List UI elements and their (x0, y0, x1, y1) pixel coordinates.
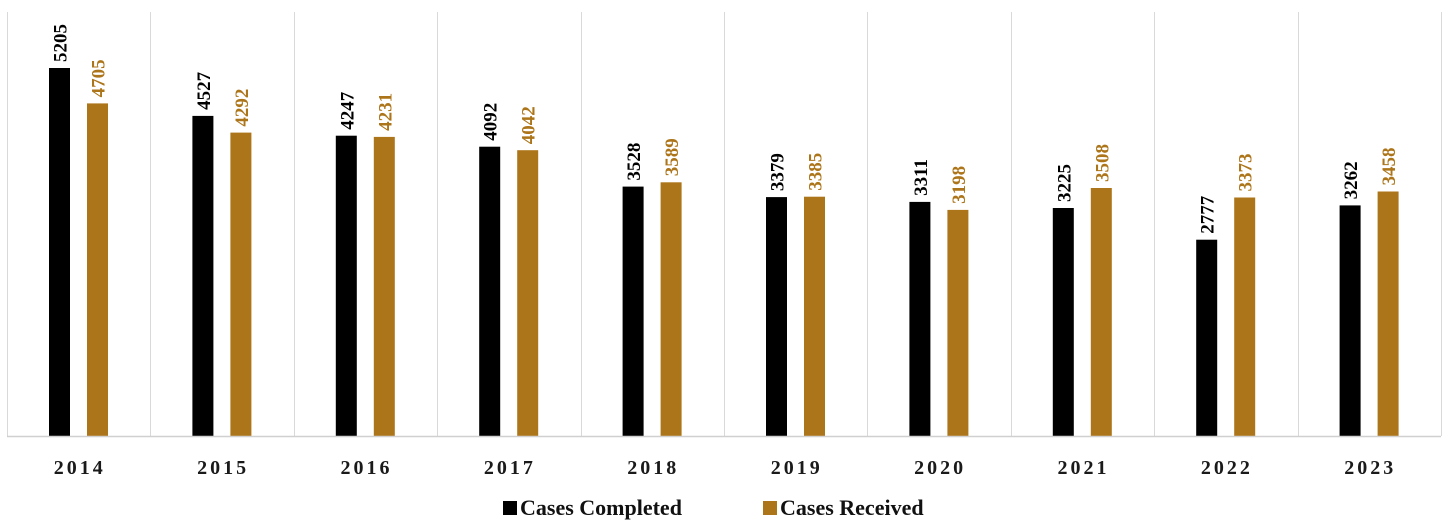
data-label-received-2022: 3373 (1236, 154, 1257, 192)
data-label-completed-2016: 4247 (337, 91, 358, 130)
x-tick-label-2020: 2020 (914, 457, 966, 479)
data-label-received-2023: 3458 (1379, 148, 1400, 186)
legend-swatch-cases-received (763, 501, 777, 515)
grid-lines (7, 12, 1442, 436)
bar-cases-received-2019 (804, 196, 825, 436)
data-label-completed-2015: 4527 (194, 71, 215, 110)
bar-cases-received-2016 (373, 136, 395, 436)
bar-cases-received-2017 (517, 150, 539, 436)
bar-cases-completed-2017 (479, 146, 501, 436)
bars (49, 68, 1399, 437)
legend-label-cases-received: Cases Received (780, 495, 924, 520)
data-label-completed-2020: 3311 (911, 159, 932, 196)
data-label-received-2015: 4292 (232, 89, 253, 127)
bar-cases-completed-2020 (909, 201, 931, 436)
bar-cases-received-2018 (660, 182, 682, 436)
x-tick-label-2014: 2014 (54, 457, 106, 479)
bar-cases-completed-2019 (766, 197, 787, 436)
bar-cases-completed-2016 (335, 135, 357, 436)
data-label-completed-2023: 3262 (1341, 161, 1362, 199)
legend-swatch-cases-completed (503, 501, 517, 515)
bar-cases-received-2023 (1377, 191, 1399, 436)
data-label-received-2021: 3508 (1092, 144, 1113, 182)
x-tick-label-2021: 2021 (1058, 457, 1110, 479)
x-tick-label-2022: 2022 (1201, 457, 1253, 479)
data-label-received-2020: 3198 (949, 166, 970, 204)
x-tick-label-2017: 2017 (484, 457, 536, 479)
data-label-completed-2022: 2777 (1198, 195, 1219, 234)
data-label-received-2018: 3589 (662, 138, 683, 176)
data-label-completed-2019: 3379 (768, 153, 789, 191)
x-tick-label-2015: 2015 (197, 457, 249, 479)
bar-cases-completed-2014 (49, 68, 70, 436)
bar-cases-received-2015 (230, 132, 252, 436)
data-label-received-2017: 4042 (519, 106, 540, 144)
data-label-completed-2021: 3225 (1054, 164, 1075, 202)
x-axis: 2014 2015 2016 2017 2018 2019 2020 2021 2022 2023 (7, 435, 1441, 479)
x-tick-label-2016: 2016 (341, 457, 393, 479)
data-label-received-2014: 4705 (89, 59, 110, 97)
bar-cases-received-2014 (87, 103, 108, 437)
legend: Cases Completed Cases Received (503, 495, 924, 520)
bar-cases-received-2020 (947, 209, 969, 436)
x-tick-label-2023: 2023 (1344, 457, 1396, 479)
data-label-received-2016: 4231 (375, 93, 396, 131)
bar-cases-completed-2023 (1339, 205, 1361, 436)
x-tick-label-2018: 2018 (627, 457, 679, 479)
bar-cases-completed-2022 (1196, 239, 1218, 436)
bar-cases-received-2022 (1234, 197, 1256, 436)
data-label-received-2019: 3385 (806, 153, 827, 191)
data-label-completed-2018: 3528 (624, 143, 645, 181)
bar-cases-received-2021 (1090, 188, 1112, 436)
bar-cases-completed-2018 (622, 186, 644, 436)
x-tick-label-2019: 2019 (771, 457, 823, 479)
data-label-completed-2017: 4092 (481, 103, 502, 141)
bar-cases-completed-2021 (1052, 208, 1074, 436)
bar-cases-completed-2015 (192, 115, 214, 437)
data-labels: 5205 4705 4527 4292 4247 4231 4092 4042 3528 3589… (51, 24, 1401, 234)
data-label-completed-2014: 5205 (51, 24, 72, 62)
legend-label-cases-completed: Cases Completed (520, 495, 682, 520)
